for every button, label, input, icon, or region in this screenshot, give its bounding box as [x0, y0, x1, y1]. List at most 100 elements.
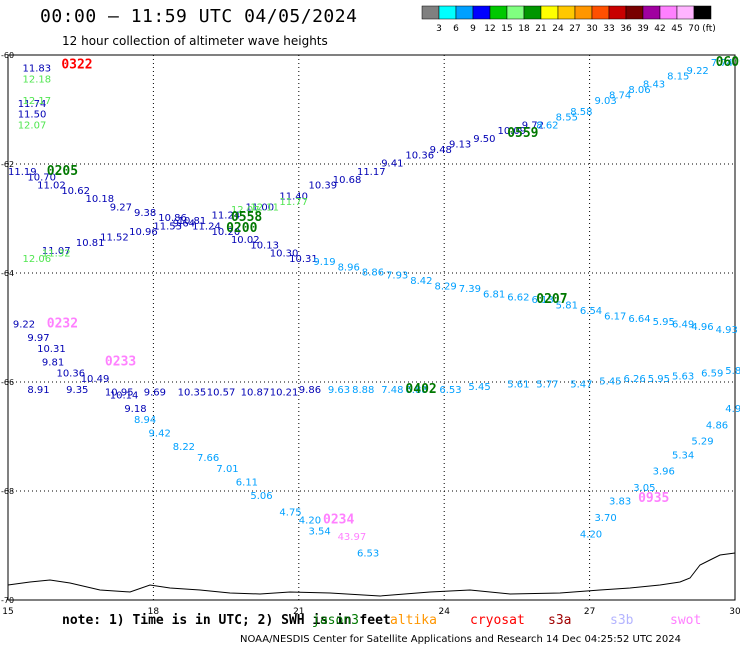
- track-t5: 8.91 9.35 10.95 9.69 10.35 10.57 10.87 10.21 9.8…: [27, 385, 321, 399]
- wave-height-label: 11.17: [357, 167, 386, 178]
- wave-height-label: 9.19: [313, 257, 335, 268]
- wave-height-label: 8.06: [628, 85, 650, 96]
- wave-height-label: 9.48: [430, 145, 452, 156]
- wave-height-label: 11.50: [18, 110, 47, 121]
- wave-height-label: 10.57: [207, 388, 236, 399]
- satellite-jason3: jason3: [312, 613, 359, 628]
- wave-height-label: 7.39: [459, 284, 481, 295]
- colorbar-swatch: [455, 5, 474, 20]
- color-legend: 3 6 9 12 15 18 21 24 27 30 33 36 39 42 45 70 (ft): [421, 5, 716, 34]
- wave-height-label: 12.07: [231, 205, 260, 216]
- wave-height-label: 11.00: [245, 202, 274, 213]
- wave-height-label: 4.75: [279, 508, 301, 519]
- wave-height-label: 5.34: [672, 450, 694, 461]
- wave-height-label: 11.02: [37, 181, 66, 192]
- page-title: 00:00 – 11:59 UTC 04/05/2024: [40, 6, 358, 27]
- wave-height-label: 9.41: [381, 159, 403, 170]
- wave-height-label: 4.20: [299, 516, 321, 527]
- lat-tick-label: -64: [1, 269, 14, 278]
- pass-time-label: 0322: [61, 58, 92, 73]
- satellite-altika: altika: [390, 613, 437, 628]
- wave-height-label: 10.31: [289, 254, 318, 265]
- wave-height-label: 10.21: [270, 388, 299, 399]
- wave-height-label: 9.86: [299, 385, 321, 396]
- colorbar-label: 9: [470, 24, 476, 34]
- colorbar-swatch: [625, 5, 644, 20]
- wave-height-label: 4.96: [691, 322, 713, 333]
- wave-height-label: 12.11: [250, 202, 279, 213]
- colorbar-swatch: [523, 5, 542, 20]
- colorbar-label: 36: [620, 24, 632, 34]
- wave-height-label: 10.96: [129, 227, 158, 238]
- colorbar-swatch: [421, 5, 440, 20]
- wave-height-label: 9.50: [473, 134, 495, 145]
- wave-height-label: 11.52: [100, 232, 129, 243]
- track-t2b: 9.19 8.96 8.86 7.93 8.42 8.29 7.39 6.81 6.62 6.13…: [313, 257, 738, 336]
- wave-height-label: 8.91: [27, 385, 49, 396]
- wave-height-label: 10.70: [27, 172, 56, 183]
- wave-height-label: 11.24: [192, 221, 221, 232]
- wave-height-label: 11.32: [42, 249, 71, 260]
- track-t6p: 43.97: [338, 532, 367, 543]
- wave-height-label: 12.06: [23, 254, 52, 265]
- wave-height-label: 8.29: [435, 281, 457, 292]
- colorbar-swatch: [659, 5, 678, 20]
- wave-height-label: 10.81: [178, 216, 207, 227]
- colorbar-swatch: [540, 5, 559, 20]
- wave-height-label: 11.19: [8, 167, 37, 178]
- wave-height-label: 9.22: [687, 66, 709, 77]
- wave-height-label: 7.93: [386, 270, 408, 281]
- wave-height-label: 9.72: [522, 121, 544, 132]
- wave-height-label: 9.38: [134, 208, 156, 219]
- wave-height-label: 10.14: [110, 390, 139, 401]
- wave-height-label: 9.18: [124, 404, 146, 415]
- wave-height-label: 9.27: [110, 202, 132, 213]
- wave-height-label: 8.55: [556, 112, 578, 123]
- wave-height-label: 7.48: [381, 385, 403, 396]
- lat-tick-label: -68: [1, 487, 14, 496]
- wave-height-label: 6.62: [507, 292, 529, 303]
- satellite-cryosat: cryosat: [470, 613, 525, 628]
- wave-height-label: 10.35: [178, 388, 207, 399]
- wave-height-label: 3.05: [633, 483, 655, 494]
- colorbar-swatch: [591, 5, 610, 20]
- pass-time-label: 0559: [507, 126, 538, 141]
- wave-height-label: 10.81: [76, 238, 105, 249]
- wave-tracks: 11.8311.7411.5012.1812.1712.0711.1910.70…: [8, 58, 740, 560]
- wave-height-label: 6.11: [236, 478, 258, 489]
- lon-tick-label: 18: [148, 607, 160, 617]
- pass-time-label: 0935: [638, 491, 669, 506]
- colorbar-label: 6: [453, 24, 459, 34]
- colorbar-label: 42: [654, 24, 665, 34]
- wave-height-label: 9.22: [13, 320, 35, 331]
- lon-tick-label: 24: [438, 607, 450, 617]
- wave-height-label: 6.26: [624, 374, 646, 385]
- colorbar-swatch: [608, 5, 627, 20]
- satellite-s3b: s3b: [610, 613, 634, 628]
- wave-height-label: 6.13: [531, 295, 553, 306]
- track-t6: 4.20 3.70 3.833.05 3.96 5.34 5.29 4.86 4.96: [580, 404, 740, 540]
- wave-height-label: 10.36: [56, 369, 85, 380]
- wave-height-label: 7.01: [216, 464, 238, 475]
- wave-height-label: 8.88: [352, 385, 374, 396]
- axis-ticks: 15 18 21 24 27 30 -60 -62 -64 -66 -68 -70: [1, 51, 740, 617]
- wave-height-label: 5.29: [691, 437, 713, 448]
- lat-tick-label: -66: [1, 378, 14, 387]
- colorbar-label: 18: [518, 24, 530, 34]
- wave-height-label: 10.20: [212, 227, 241, 238]
- wave-height-label: 10.36: [405, 151, 434, 162]
- wave-height-label: 8.96: [338, 262, 360, 273]
- wave-height-label: 8.62: [536, 121, 558, 132]
- satellite-swot: swot: [670, 613, 702, 628]
- wave-height-label: 11.40: [279, 191, 308, 202]
- wave-height-label: 5.47: [570, 379, 592, 390]
- wave-height-label: 10.39: [308, 181, 337, 192]
- wave-height-label: 4.86: [706, 420, 728, 431]
- wave-height-label: 5.45: [468, 382, 490, 393]
- wave-height-label: 5.81: [556, 300, 578, 311]
